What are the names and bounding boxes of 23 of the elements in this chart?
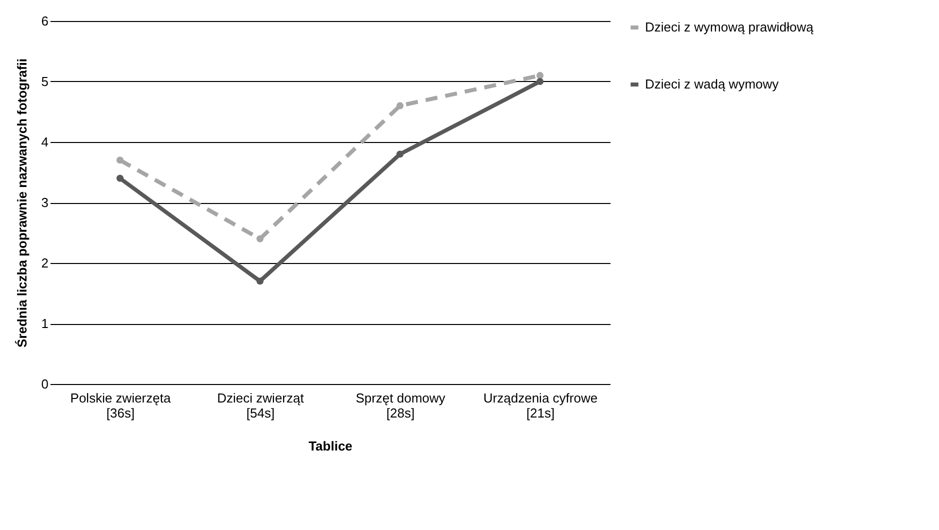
x-tick-label: Polskie zwierzęta [36s] [70,390,172,420]
point [396,150,404,158]
y-tick-label: 4 [41,134,48,150]
y-tick-label: 5 [41,74,48,89]
x-tick-label: Dzieci zwierząt [54s] [217,390,304,420]
x-axis-title: Tablice [308,438,352,454]
y-tick-label: 2 [41,256,48,270]
point [116,174,124,182]
legend-label: Dzieci z wymową prawidłową [645,20,814,34]
y-tick-label: 0 [41,376,48,392]
y-tick-label: 6 [41,14,48,28]
point [536,72,544,79]
point [116,156,124,164]
legend-label: Dzieci z wadą wymowy [645,76,780,92]
point [256,235,264,242]
x-tick-label: Urządzenia cyfrowe [21s] [483,390,598,420]
y-axis-title: Średnia liczba poprawnie nazwanych fotografii [14,58,30,348]
y-tick-label: 1 [41,316,48,331]
point [256,278,264,285]
point [536,78,544,86]
x-tick-label: Sprzęt domowy [28s] [356,390,446,420]
point [396,102,404,110]
y-tick-label: 3 [41,195,48,210]
